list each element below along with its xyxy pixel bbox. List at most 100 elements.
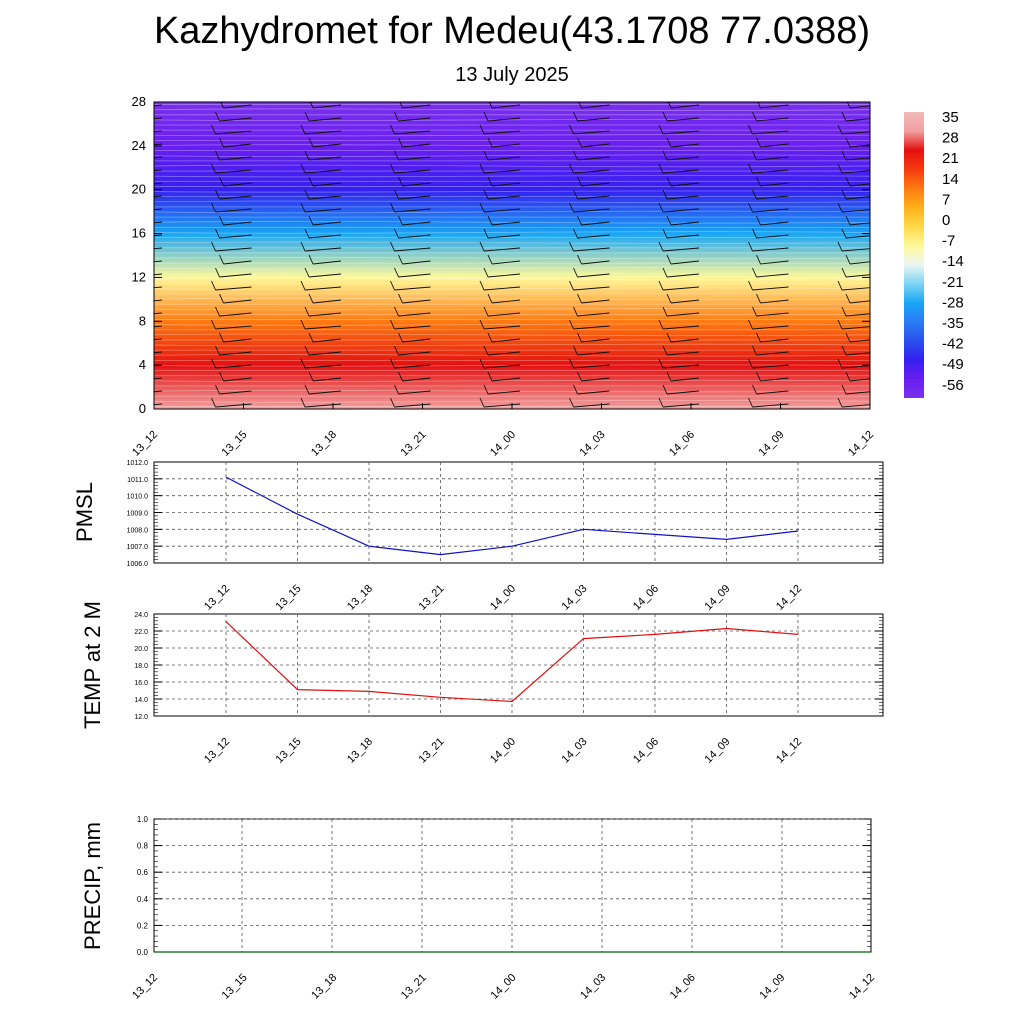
colorbar-label: 0 [942, 212, 950, 229]
wind-barb [573, 384, 610, 395]
wind-barb [752, 345, 789, 356]
wind-barb [154, 117, 163, 120]
y-tick-label: 24.0 [134, 612, 148, 619]
wind-barb [845, 254, 870, 265]
wind-barb [154, 221, 163, 224]
wind-barb [300, 202, 342, 213]
wind-barb [666, 137, 700, 148]
wind-barb [154, 377, 163, 380]
x-tick-label: 14_03 [560, 583, 590, 613]
wind-barb [483, 150, 521, 161]
wind-barb [658, 124, 700, 135]
wind-barb [398, 293, 431, 304]
wind-barb [757, 102, 789, 109]
wind-barb [154, 182, 163, 185]
wind-barb [220, 102, 252, 109]
wind-barb [211, 397, 252, 408]
wind-barb [841, 345, 870, 356]
wind-barb [390, 358, 431, 369]
wind-barb [483, 228, 521, 239]
wind-barb [219, 137, 252, 148]
x-tick-label: 13_12 [130, 972, 160, 1002]
wind-barb [219, 293, 252, 304]
y-tick-label: 1006.0 [127, 561, 149, 568]
wind-barb [215, 189, 252, 200]
wind-barb [215, 267, 252, 278]
wind-barb [211, 280, 252, 291]
wind-barb [662, 345, 700, 356]
data-line [225, 621, 799, 703]
wind-barb [304, 384, 342, 395]
wind-barb [154, 286, 163, 289]
y-tick-label: 22.0 [134, 629, 148, 636]
wind-barb [662, 384, 700, 395]
wind-barb [394, 384, 431, 395]
wind-barb [756, 371, 789, 382]
wind-barb [487, 254, 521, 265]
x-tick-label: 13_21 [399, 429, 429, 459]
wind-barb [845, 176, 870, 187]
wind-barb [837, 202, 870, 213]
wind-barb [394, 189, 431, 200]
wind-barb [154, 130, 163, 133]
wind-barb [837, 241, 870, 252]
y-tick-label: 0.2 [137, 921, 149, 930]
wind-barb [479, 163, 521, 174]
x-tick-label: 13_21 [399, 972, 429, 1002]
x-tick-label: 14_12 [847, 972, 877, 1002]
wind-barb [211, 202, 252, 213]
y-tick-label: 1007.0 [127, 544, 149, 551]
wind-barb [219, 176, 252, 187]
wind-barb [304, 345, 342, 356]
y-axis-label: PMSL [72, 482, 97, 542]
x-tick-label: 14_09 [757, 972, 787, 1002]
wind-barb [569, 319, 610, 330]
x-tick-label: 14_03 [560, 736, 590, 766]
colorbar-label: -35 [942, 315, 964, 332]
wind-barb [154, 390, 163, 393]
wind-barb [479, 397, 521, 408]
wind-barb [578, 102, 610, 109]
wind-barb [569, 124, 610, 135]
wind-barb [390, 397, 431, 408]
wind-barb [569, 280, 610, 291]
wind-barb [219, 332, 252, 343]
x-tick-label: 13_15 [220, 972, 250, 1002]
colorbar-label: 28 [942, 130, 959, 147]
wind-barb [154, 325, 163, 328]
x-tick-label: 14_03 [578, 972, 608, 1002]
colorbar-label: -14 [942, 253, 964, 270]
x-tick-label: 14_06 [667, 429, 697, 459]
wind-barb [483, 111, 521, 122]
colorbar-label: -56 [942, 377, 964, 394]
wind-barb [756, 137, 789, 148]
wind-barb [394, 306, 431, 317]
wind-barb [219, 254, 252, 265]
wind-barb [487, 332, 521, 343]
wind-barb [837, 163, 870, 174]
y-tick-label: 1008.0 [127, 527, 149, 534]
colorbar-label: 14 [942, 171, 959, 188]
wind-barb [662, 111, 700, 122]
wind-barb [752, 150, 789, 161]
wind-barb [756, 254, 789, 265]
wind-barb [211, 358, 252, 369]
wind-barb [308, 293, 342, 304]
wind-barb [748, 280, 789, 291]
wind-barb [841, 111, 870, 122]
wind-barb [748, 124, 789, 135]
wind-barb [154, 143, 163, 146]
wind-barb [662, 306, 700, 317]
wind-barb [658, 319, 700, 330]
y-tick-label: 0.0 [137, 948, 149, 957]
wind-barb [215, 228, 252, 239]
wind-barb [483, 345, 521, 356]
wind-barb [398, 215, 431, 226]
y-tick-label: 0.6 [137, 868, 149, 877]
wind-barb [483, 306, 521, 317]
x-tick-label: 13_18 [309, 429, 339, 459]
wind-barb [573, 189, 610, 200]
wind-barb [154, 312, 163, 315]
wind-barb [748, 202, 789, 213]
wind-barb [300, 319, 342, 330]
